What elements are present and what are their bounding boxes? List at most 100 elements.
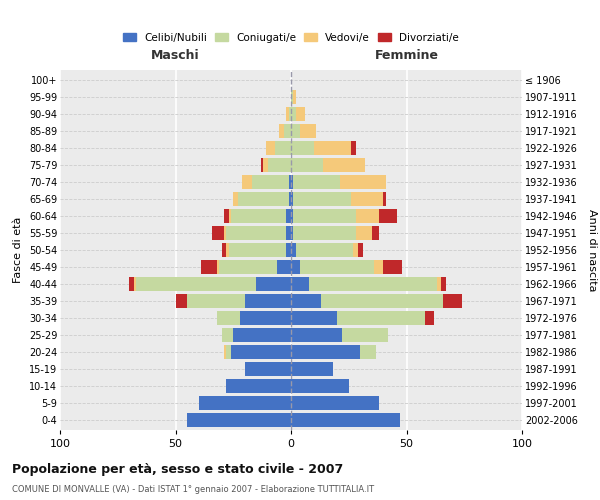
Bar (356, 226, 372, 240)
Bar (284, 124, 291, 138)
Bar (201, 260, 217, 274)
Bar (291, 243, 296, 257)
Bar (291, 328, 342, 342)
Text: Femmine: Femmine (374, 50, 439, 62)
Bar (351, 192, 383, 206)
Bar (437, 277, 441, 291)
Bar (261, 158, 263, 172)
Bar (286, 107, 289, 121)
Bar (291, 158, 323, 172)
Bar (289, 175, 291, 189)
Bar (289, 192, 291, 206)
Bar (374, 260, 383, 274)
Bar (212, 226, 224, 240)
Bar (286, 226, 291, 240)
Bar (130, 277, 134, 291)
Bar (291, 124, 300, 138)
Bar (340, 175, 386, 189)
Bar (372, 226, 379, 240)
Bar (293, 90, 296, 104)
Bar (217, 311, 240, 325)
Bar (224, 226, 226, 240)
Bar (425, 311, 434, 325)
Bar (356, 209, 379, 223)
Bar (256, 277, 291, 291)
Bar (245, 362, 291, 376)
Bar (252, 175, 289, 189)
Bar (443, 294, 462, 308)
Bar (291, 209, 293, 223)
Bar (358, 243, 362, 257)
Bar (286, 209, 291, 223)
Bar (226, 345, 231, 359)
Bar (286, 243, 291, 257)
Text: Popolazione per età, sesso e stato civile - 2007: Popolazione per età, sesso e stato civil… (12, 462, 343, 475)
Bar (277, 260, 291, 274)
Text: COMUNE DI MONVALLE (VA) - Dati ISTAT 1° gennaio 2007 - Elaborazione TUTTITALIA.I: COMUNE DI MONVALLE (VA) - Dati ISTAT 1° … (12, 485, 374, 494)
Bar (199, 396, 291, 410)
Bar (323, 158, 365, 172)
Bar (291, 294, 321, 308)
Bar (226, 243, 229, 257)
Bar (342, 328, 388, 342)
Bar (291, 260, 300, 274)
Bar (226, 379, 291, 393)
Bar (296, 243, 353, 257)
Bar (291, 345, 360, 359)
Bar (291, 379, 349, 393)
Bar (441, 277, 446, 291)
Bar (293, 209, 356, 223)
Y-axis label: Anni di nascita: Anni di nascita (587, 209, 597, 291)
Bar (351, 141, 356, 155)
Bar (263, 158, 268, 172)
Bar (245, 294, 291, 308)
Bar (360, 345, 376, 359)
Bar (187, 413, 291, 427)
Bar (296, 107, 305, 121)
Bar (291, 413, 400, 427)
Bar (231, 345, 291, 359)
Bar (134, 277, 136, 291)
Bar (233, 192, 238, 206)
Bar (293, 175, 340, 189)
Bar (220, 260, 277, 274)
Bar (291, 192, 293, 206)
Bar (291, 107, 296, 121)
Bar (226, 226, 286, 240)
Bar (291, 90, 293, 104)
Bar (275, 141, 291, 155)
Bar (233, 328, 291, 342)
Y-axis label: Fasce di età: Fasce di età (13, 217, 23, 283)
Text: Maschi: Maschi (151, 50, 200, 62)
Bar (321, 294, 443, 308)
Bar (231, 209, 286, 223)
Legend: Celibi/Nubili, Coniugati/e, Vedovi/e, Divorziati/e: Celibi/Nubili, Coniugati/e, Vedovi/e, Di… (119, 28, 463, 46)
Bar (293, 226, 356, 240)
Bar (266, 141, 275, 155)
Bar (291, 277, 310, 291)
Bar (224, 345, 226, 359)
Bar (176, 294, 187, 308)
Bar (240, 311, 291, 325)
Bar (383, 260, 402, 274)
Bar (136, 277, 256, 291)
Bar (291, 396, 379, 410)
Bar (314, 141, 351, 155)
Bar (353, 243, 358, 257)
Bar (229, 209, 231, 223)
Bar (300, 124, 316, 138)
Bar (289, 107, 291, 121)
Bar (383, 192, 386, 206)
Bar (291, 362, 332, 376)
Bar (224, 209, 229, 223)
Bar (291, 226, 293, 240)
Bar (293, 192, 351, 206)
Bar (222, 328, 233, 342)
Bar (268, 158, 291, 172)
Bar (291, 311, 337, 325)
Bar (222, 243, 226, 257)
Bar (300, 260, 374, 274)
Bar (187, 294, 245, 308)
Bar (310, 277, 437, 291)
Bar (379, 209, 397, 223)
